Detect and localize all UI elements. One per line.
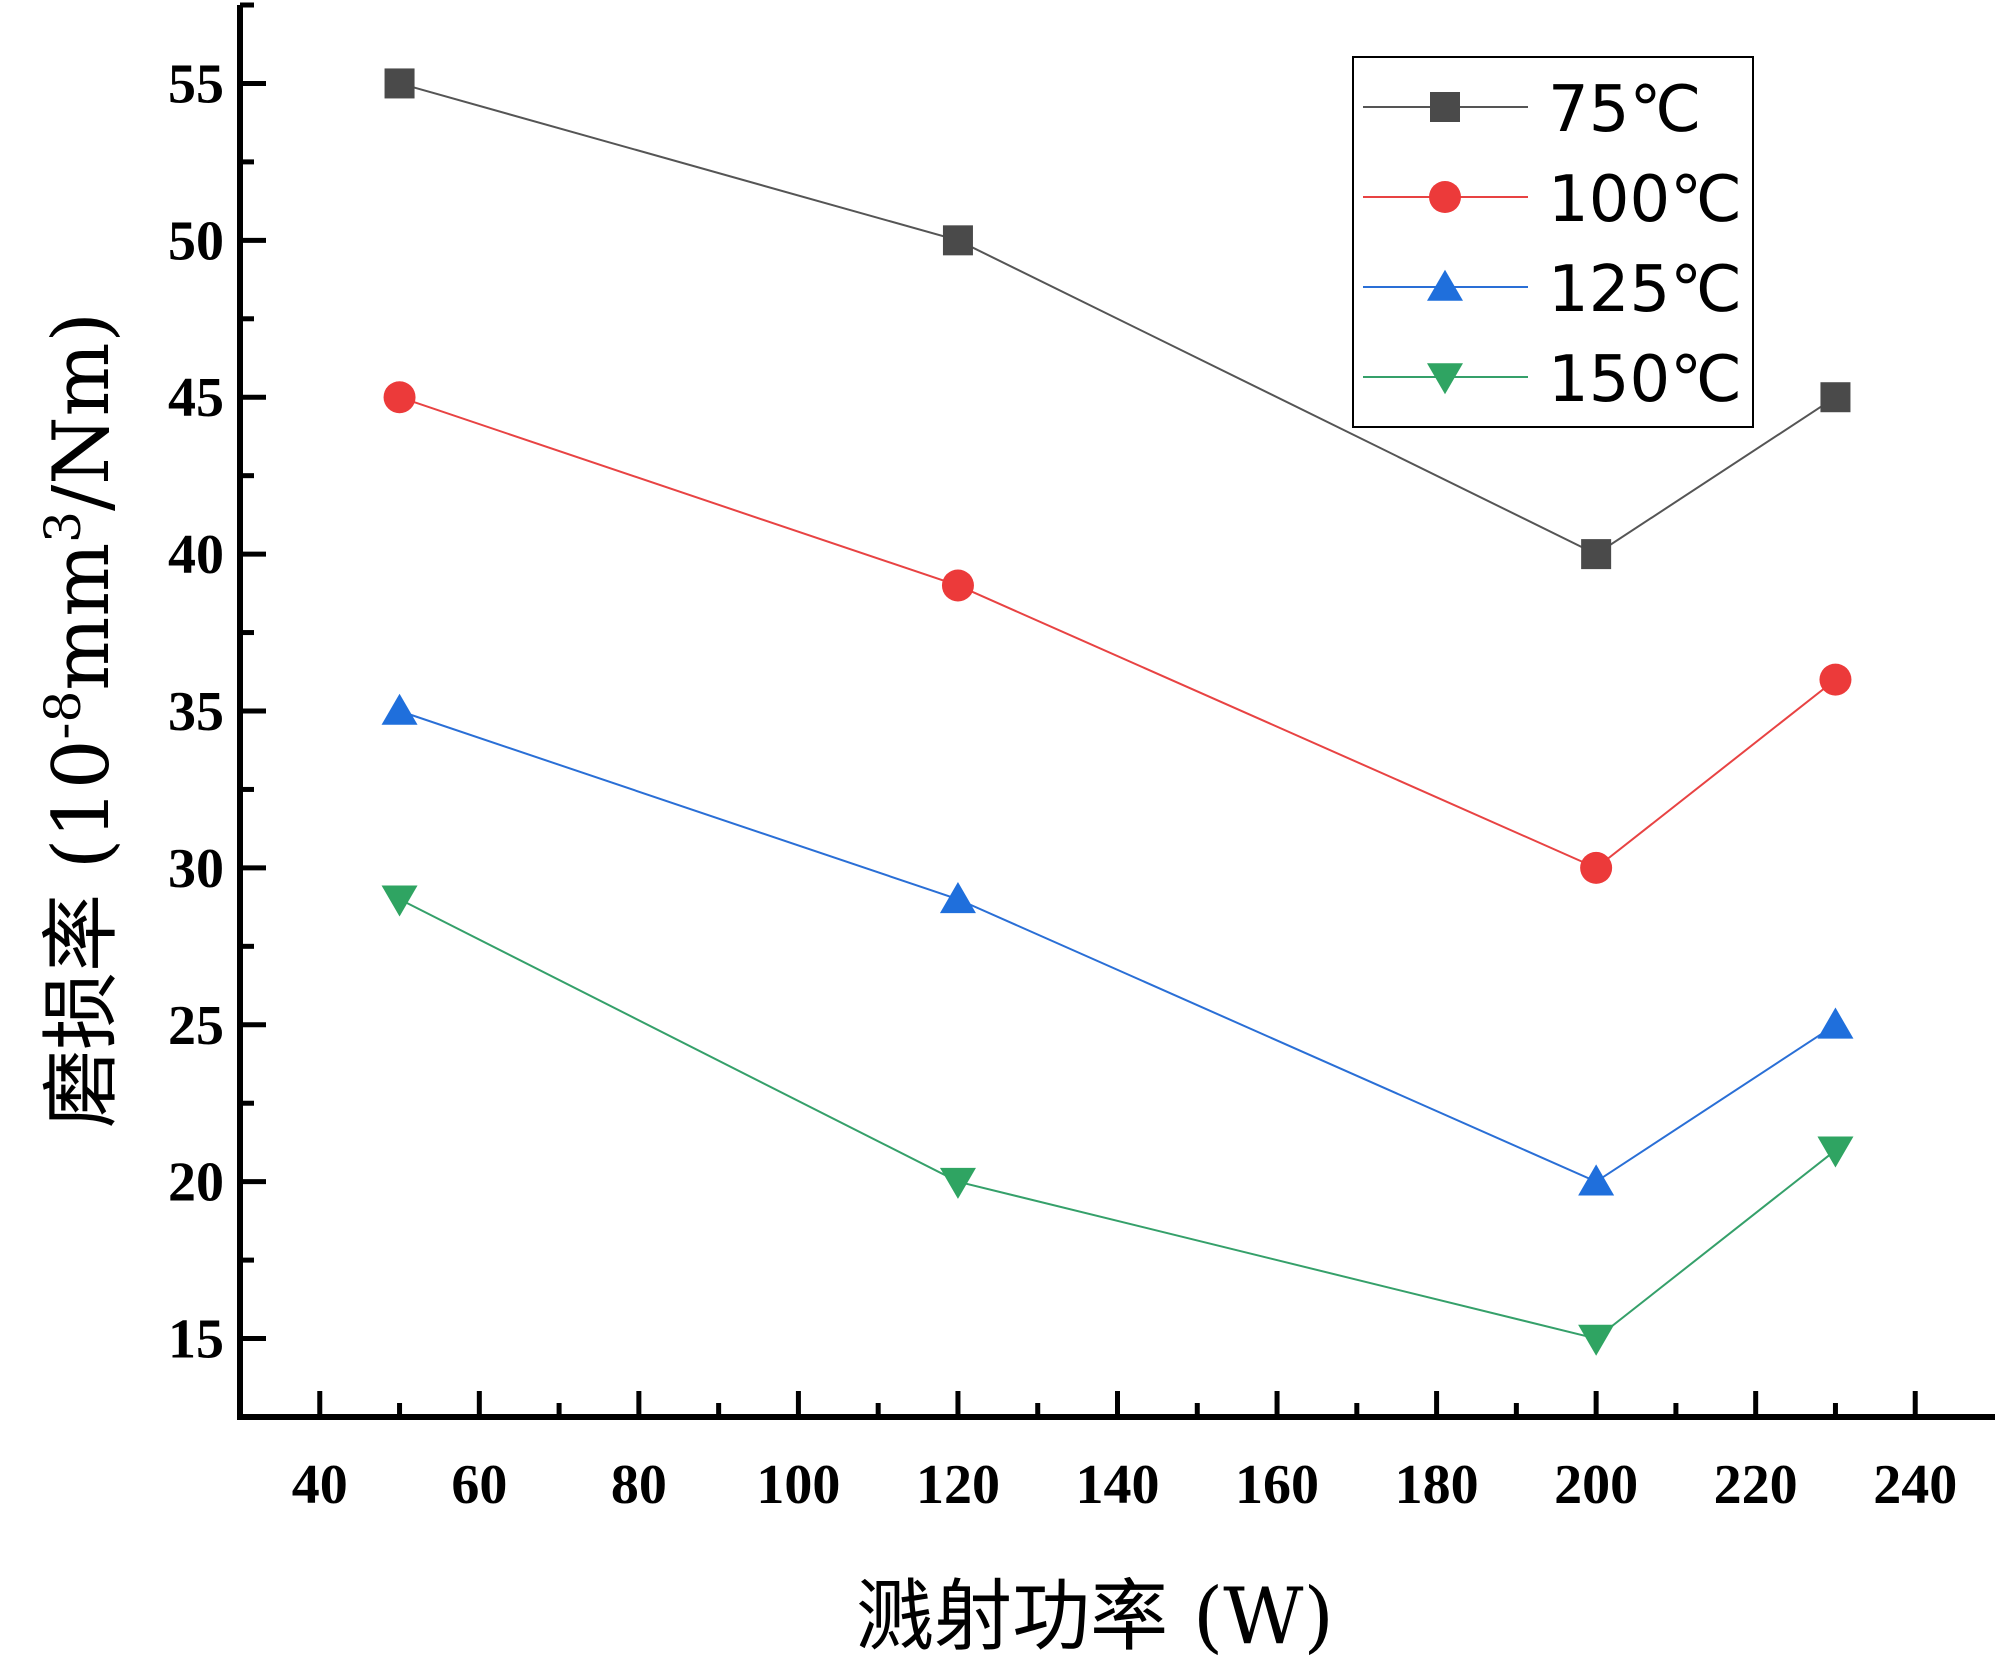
series-layer: [381, 68, 1854, 1356]
legend-entry: 150℃: [1363, 343, 1742, 417]
y-axis-title-unit: mm: [37, 543, 127, 691]
y-tick-label: 30: [168, 838, 224, 900]
legend-marker: [1429, 181, 1461, 213]
axes: 40 60 80 100 120 140 160 180 200 220 240 15 20 25 30 35…: [168, 2, 1995, 1516]
data-point: [1817, 1136, 1854, 1168]
y-tick-label: 25: [168, 995, 224, 1057]
legend: 75℃ 100℃ 125℃ 150℃: [1352, 56, 1754, 428]
y-axis-title-exponent-2: 3: [34, 511, 92, 543]
y-tick-label: 40: [168, 524, 224, 586]
data-point: [1819, 663, 1852, 696]
x-tick-label: 80: [611, 1454, 667, 1516]
legend-entry: 125℃: [1363, 253, 1742, 327]
data-point: [1581, 539, 1612, 570]
data-point: [1578, 1324, 1615, 1356]
legend-marker: [1427, 363, 1463, 395]
y-tick-label: 50: [168, 210, 224, 272]
x-tick-label: 120: [916, 1454, 1000, 1516]
x-tick-label: 220: [1714, 1454, 1798, 1516]
data-point: [381, 693, 418, 725]
legend-marker: [1430, 92, 1460, 122]
x-tick-label: 60: [451, 1454, 507, 1516]
x-tick-label: 180: [1395, 1454, 1479, 1516]
data-point: [1817, 1007, 1854, 1039]
legend-entry: 100℃: [1363, 163, 1742, 237]
legend-label: 75℃: [1548, 73, 1701, 147]
data-point: [1580, 851, 1613, 884]
y-tick-label: 55: [168, 53, 224, 115]
series-2: [381, 693, 1854, 1196]
y-axis-title-exponent-1: -8: [34, 691, 92, 740]
legend-label: 125℃: [1548, 253, 1742, 327]
y-axis-title-main: 磨损率 (10: [37, 739, 127, 1127]
legend-entry: 75℃: [1363, 73, 1701, 147]
data-point: [939, 1167, 976, 1199]
data-point: [1820, 382, 1851, 413]
series-3: [381, 885, 1854, 1356]
legend-label: 100℃: [1548, 163, 1742, 237]
x-tick-label: 40: [292, 1454, 348, 1516]
x-tick-label: 160: [1235, 1454, 1319, 1516]
x-tick-label: 200: [1554, 1454, 1638, 1516]
data-point: [939, 882, 976, 914]
series-line: [399, 710, 1837, 1183]
y-tick-label: 20: [168, 1152, 224, 1214]
data-point: [942, 225, 973, 256]
legend-marker: [1427, 269, 1463, 301]
y-tick-label: 45: [168, 367, 224, 429]
x-tick-label: 240: [1873, 1454, 1957, 1516]
series-0: [384, 68, 1851, 570]
series-line: [399, 396, 1837, 870]
series-line: [399, 898, 1837, 1340]
data-point: [941, 569, 974, 602]
data-point: [384, 68, 415, 99]
y-tick-label: 15: [168, 1309, 224, 1371]
x-tick-label: 100: [756, 1454, 840, 1516]
y-tick-label: 35: [168, 681, 224, 743]
series-1: [383, 381, 1852, 884]
series-line: [399, 82, 1837, 556]
x-axis-title: 溅射功率 (W): [856, 1572, 1334, 1662]
y-axis-title-tail: /Nm): [37, 312, 127, 511]
x-tick-label: 140: [1076, 1454, 1160, 1516]
legend-label: 150℃: [1548, 343, 1742, 417]
legend-box: [1352, 56, 1754, 428]
data-point: [1578, 1164, 1615, 1196]
data-point: [383, 381, 416, 414]
y-axis-title: 磨损率 (10-8mm3/Nm): [34, 312, 127, 1128]
data-point: [381, 885, 418, 917]
